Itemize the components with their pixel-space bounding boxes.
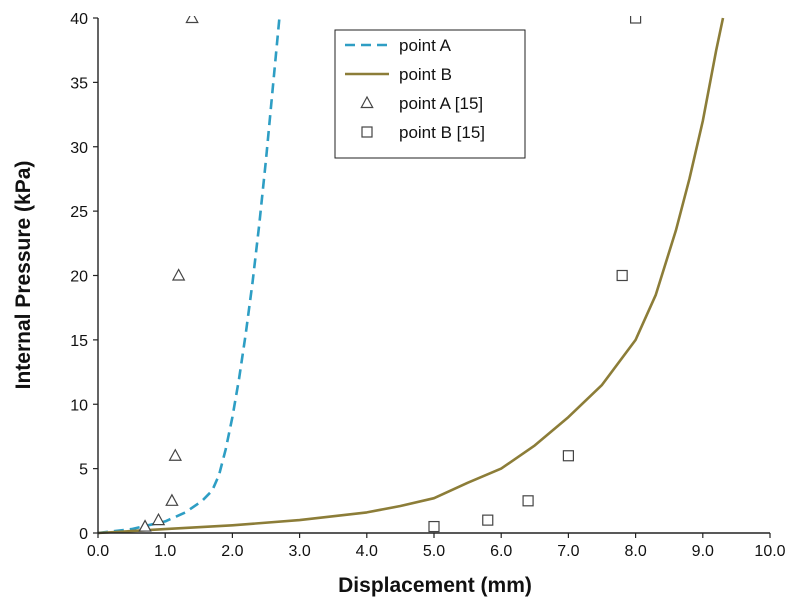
data-point-square <box>616 269 628 282</box>
data-point-triangle <box>151 512 166 526</box>
x-tick-label: 5.0 <box>423 543 445 560</box>
data-point-square <box>629 16 642 24</box>
legend-label: point A <box>399 36 452 55</box>
x-tick-label: 1.0 <box>154 543 176 560</box>
y-tick-label: 40 <box>70 11 88 28</box>
series-0 <box>98 17 281 535</box>
legend-label: point B <box>399 65 452 84</box>
data-point-square <box>482 514 494 526</box>
x-tick-label: 3.0 <box>288 543 310 560</box>
x-tick-label: 7.0 <box>557 543 579 560</box>
x-tick-label: 10.0 <box>754 543 785 560</box>
x-tick-label: 9.0 <box>692 543 714 560</box>
data-point-triangle <box>185 16 199 24</box>
data-point-square <box>522 495 534 507</box>
legend-label: point A [15] <box>399 94 483 113</box>
series-line <box>98 17 725 535</box>
legend-label: point B [15] <box>399 123 485 142</box>
data-point-square <box>562 450 575 462</box>
y-tick-label: 0 <box>79 526 88 543</box>
x-tick-label: 6.0 <box>490 543 512 560</box>
data-point-triangle <box>168 448 182 461</box>
legend: point A point B point A [15] point B [15] <box>334 29 526 159</box>
y-tick-label: 20 <box>70 269 88 286</box>
y-tick-label: 15 <box>70 333 88 350</box>
x-tick-label: 8.0 <box>624 543 646 560</box>
series-2 <box>138 16 199 532</box>
y-tick-label: 35 <box>70 75 88 92</box>
ticks-layer: 0.0 1.0 2.0 3.0 4.0 5.0 6.0 7.0 8.0 9.0 10.0 0 5 10 15… <box>70 11 785 560</box>
series-3 <box>428 16 642 533</box>
y-tick-label: 25 <box>70 204 88 221</box>
x-tick-label: 4.0 <box>356 543 378 560</box>
legend-swatch <box>360 95 374 109</box>
y-tick-label: 30 <box>70 140 88 157</box>
series-1 <box>98 17 725 535</box>
y-axis-title: Internal Pressure (kPa) <box>12 161 35 390</box>
x-tick-label: 2.0 <box>221 543 243 560</box>
data-point-triangle <box>138 519 152 532</box>
legend-swatch <box>361 126 373 138</box>
x-axis-title: Displacement (mm) <box>338 574 532 597</box>
data-point-square <box>428 520 440 533</box>
x-tick-label: 0.0 <box>87 543 109 560</box>
series-layer <box>98 16 725 535</box>
y-tick-label: 5 <box>79 462 88 479</box>
y-tick-label: 10 <box>70 397 88 414</box>
series-line <box>98 17 281 535</box>
data-point-triangle <box>165 493 179 506</box>
data-point-triangle <box>171 268 186 281</box>
